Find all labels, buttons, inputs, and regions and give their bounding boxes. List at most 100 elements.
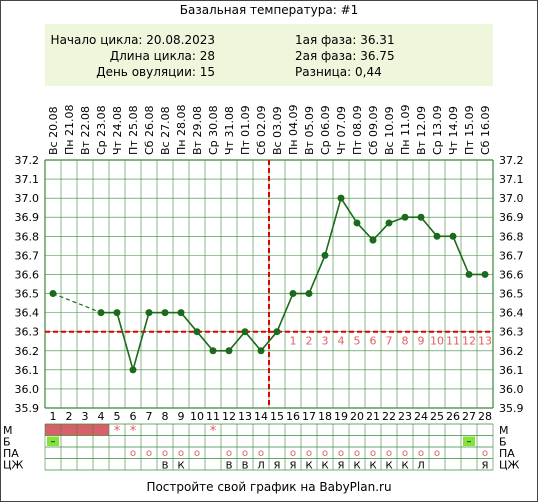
x-day-number: 21 (366, 410, 380, 423)
temp-line-segment (276, 293, 294, 333)
intercourse-mark: о (370, 448, 376, 459)
cycle-length: Длина цикла: 28 (109, 49, 215, 63)
x-date-label: Вс 03.09 (271, 106, 284, 155)
temp-point (257, 347, 265, 355)
y-tick-label-left: 36.5 (15, 288, 40, 301)
x-day-number: 5 (114, 410, 121, 423)
y-tick-label-right: 36.3 (499, 326, 524, 339)
temp-line-segment (260, 331, 278, 352)
luteal-day-label: 12 (462, 335, 476, 348)
temp-line-segment (228, 331, 246, 352)
x-day-number: 4 (98, 410, 105, 423)
temp-line-segment (132, 312, 150, 371)
x-day-number: 10 (190, 410, 204, 423)
temp-point (417, 213, 425, 221)
y-tick-label-left: 36.6 (15, 268, 40, 281)
y-tick-label-right: 36.7 (499, 249, 524, 262)
temp-line-segment (324, 197, 342, 256)
temp-point (161, 309, 169, 317)
menstruation-cell (45, 424, 61, 436)
x-day-number: 17 (302, 410, 316, 423)
intercourse-mark: о (178, 448, 184, 459)
x-date-label: Вт 29.08 (191, 106, 204, 155)
intercourse-mark: о (322, 448, 328, 459)
temp-point (321, 251, 329, 259)
y-tick-label-left: 36.8 (15, 230, 40, 243)
phase1-temp: 1ая фаза: 36.31 (295, 33, 395, 47)
menstruation-cell (77, 424, 93, 436)
y-tick-label-right: 37.1 (499, 173, 524, 186)
mucus-mark: Я (290, 461, 297, 472)
temp-point (49, 290, 57, 298)
x-day-number: 7 (146, 410, 153, 423)
row-label-right: ПА (499, 447, 515, 460)
x-date-label: Сб 26.08 (143, 106, 156, 155)
mucus-mark: Л (257, 461, 265, 472)
x-date-label: Пт 15.09 (463, 105, 476, 155)
x-date-label: Пт 01.09 (239, 105, 252, 155)
luteal-day-label: 6 (370, 335, 377, 348)
luteal-day-label: 5 (354, 335, 361, 348)
y-tick-label-right: 36.2 (499, 345, 524, 358)
x-date-label: Сб 02.09 (255, 106, 268, 155)
row-label-right: М (499, 424, 509, 437)
luteal-day-label: 2 (306, 335, 313, 348)
x-day-number: 24 (414, 410, 428, 423)
temp-line-segment (196, 331, 214, 352)
x-date-label: Пн 04.09 (287, 105, 300, 155)
x-date-label: Вт 12.09 (415, 106, 428, 155)
luteal-day-label: 9 (418, 335, 425, 348)
x-date-label: Чт 31.08 (223, 106, 236, 155)
temp-line-segment (180, 312, 198, 333)
x-day-number: 22 (382, 410, 396, 423)
test-mark: – (51, 437, 56, 448)
x-day-number: 12 (222, 410, 236, 423)
x-day-number: 23 (398, 410, 412, 423)
temp-line-segment (420, 216, 438, 237)
intercourse-mark: о (194, 448, 200, 459)
temp-point (337, 194, 345, 202)
row-label-left: ПА (3, 447, 19, 460)
luteal-day-label: 7 (386, 335, 393, 348)
x-day-number: 18 (318, 410, 332, 423)
x-date-label: Чт 24.08 (111, 106, 124, 155)
test-cell (463, 436, 475, 446)
temp-difference: Разница: 0,44 (295, 65, 382, 79)
intercourse-mark: о (226, 448, 232, 459)
temp-line-segment (340, 197, 358, 224)
x-date-label: Чт 07.09 (335, 106, 348, 155)
mucus-mark: В (162, 461, 169, 472)
temp-point (129, 366, 137, 374)
x-day-number: 25 (430, 410, 444, 423)
intercourse-mark: о (290, 448, 296, 459)
y-tick-label-left: 37.1 (15, 173, 40, 186)
x-date-label: Ср 23.08 (95, 105, 108, 155)
temp-point (385, 219, 393, 227)
mucus-mark: К (305, 461, 312, 472)
temp-point (145, 309, 153, 317)
bbt-chart: 35.9 35.9 36.0 36.0 36.1 36.1 36.2 36.2 36.3 36.3… (3, 105, 524, 472)
y-tick-label-right: 36.4 (499, 307, 524, 320)
intercourse-mark: о (338, 448, 344, 459)
temp-line-segment (356, 222, 374, 241)
y-tick-label-right: 36.0 (499, 383, 524, 396)
temp-line-segment (308, 255, 326, 294)
temp-point (241, 328, 249, 336)
mucus-mark: В (242, 461, 249, 472)
mucus-mark: К (353, 461, 360, 472)
y-tick-label-left: 36.7 (15, 249, 40, 262)
x-day-number: 8 (162, 410, 169, 423)
mucus-mark: Л (417, 461, 425, 472)
temp-line-segment (452, 235, 470, 275)
x-date-label: Вс 10.09 (383, 106, 396, 155)
test-cell (47, 436, 59, 446)
temp-point (193, 328, 201, 336)
y-tick-label-right: 36.8 (499, 230, 524, 243)
footer-link[interactable]: Постройте свой график на BabyPlan.ru (146, 480, 392, 494)
x-day-number: 28 (478, 410, 492, 423)
row-label-right: ЦЖ (499, 459, 520, 472)
mucus-mark: Я (274, 461, 281, 472)
temp-point (273, 328, 281, 336)
y-tick-label-right: 36.1 (499, 364, 524, 377)
x-date-label: Ср 13.09 (431, 105, 444, 155)
